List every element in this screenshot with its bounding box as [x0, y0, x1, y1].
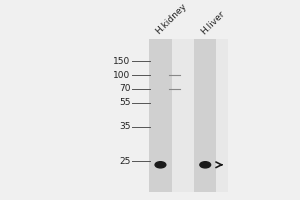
Circle shape	[155, 162, 166, 168]
Circle shape	[200, 162, 211, 168]
Text: 100: 100	[113, 71, 130, 80]
Text: H.kidney: H.kidney	[154, 2, 189, 36]
Text: 55: 55	[119, 98, 130, 107]
Text: 70: 70	[119, 84, 130, 93]
Text: 150: 150	[113, 57, 130, 66]
Bar	[150, 39, 228, 192]
Text: 25: 25	[119, 157, 130, 166]
Text: 35: 35	[119, 122, 130, 131]
Bar	[194, 39, 216, 192]
Text: H.liver: H.liver	[199, 9, 226, 36]
Bar	[149, 39, 172, 192]
